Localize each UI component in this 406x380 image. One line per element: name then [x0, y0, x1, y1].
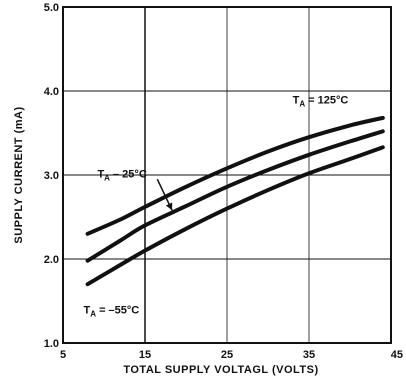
- series-annotation: TA = 125°C: [293, 95, 349, 109]
- annotations: TA = 125°C TA – 25°C TA = –55°C: [84, 95, 349, 319]
- y-tick-label: 1.0: [44, 338, 59, 350]
- y-tick-label: 4.0: [44, 86, 59, 98]
- series-line: [85, 145, 385, 287]
- plot-frame: [62, 6, 392, 344]
- x-tick-label: 15: [139, 349, 151, 361]
- series-lines: [85, 115, 385, 287]
- x-tick-label: 45: [391, 349, 403, 361]
- y-tick-labels: 1.0 2.0 3.0 4.0 5.0: [44, 2, 59, 350]
- x-tick-label: 5: [60, 349, 66, 361]
- y-tick-label: 3.0: [44, 170, 59, 182]
- series-annotation: TA – 25°C: [97, 169, 146, 183]
- y-axis-title: SUPPLY CURRENT (mA): [13, 106, 25, 243]
- series-line: [85, 115, 385, 236]
- x-tick-label: 35: [303, 349, 315, 361]
- y-tick-label: 5.0: [44, 2, 59, 14]
- x-axis-title: TOTAL SUPPLY VOLTAGL (VOLTS): [123, 364, 318, 376]
- x-tick-label: 25: [221, 349, 233, 361]
- series-annotation: TA = –55°C: [84, 305, 140, 319]
- y-tick-label: 2.0: [44, 254, 59, 266]
- grid: [63, 7, 391, 343]
- x-tick-labels: 5 15 25 35 45: [60, 349, 403, 361]
- series-line: [85, 129, 385, 263]
- annotation-arrowhead: [165, 202, 173, 211]
